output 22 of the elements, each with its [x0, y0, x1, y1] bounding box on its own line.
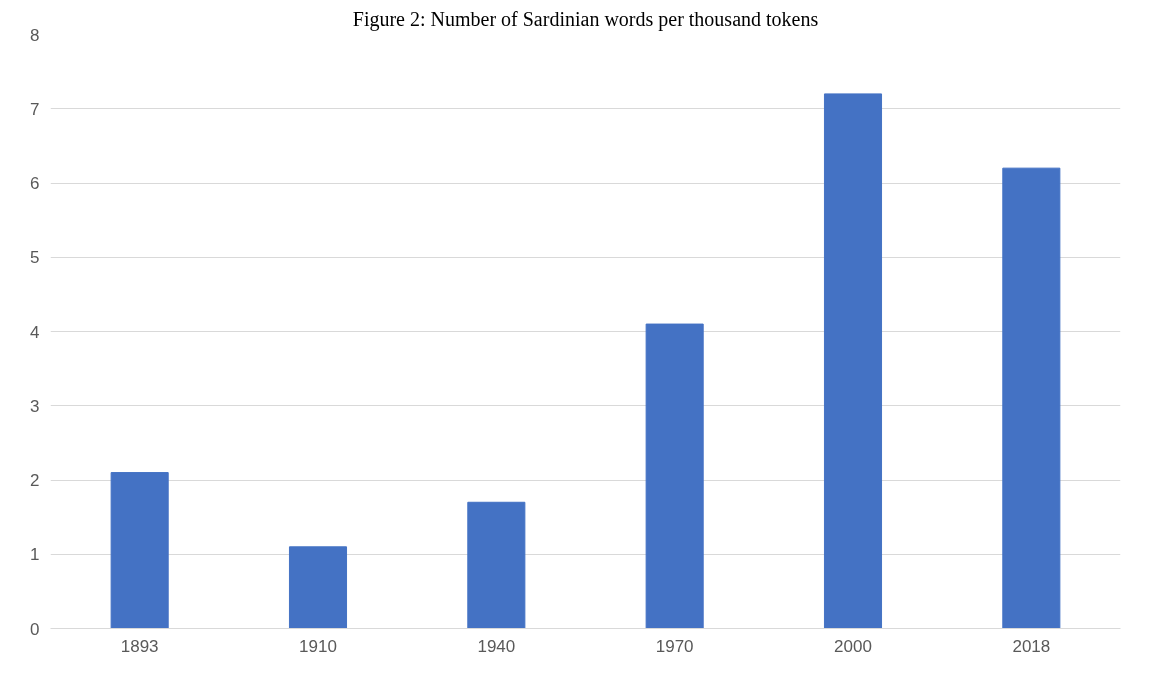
- bar: [467, 501, 526, 629]
- bar: [110, 472, 169, 629]
- bar: [1002, 167, 1061, 629]
- y-tick-label: 3: [30, 396, 40, 416]
- x-tick-label: 1940: [477, 636, 516, 656]
- x-tick-label: 2000: [834, 636, 872, 656]
- y-tick-label: 2: [30, 471, 40, 490]
- x-tick-label: 1970: [655, 636, 694, 656]
- y-tick-label: 6: [30, 174, 40, 193]
- x-tick-label: 1893: [120, 636, 159, 656]
- y-tick-label: 1: [30, 545, 40, 565]
- x-tick-label: 1910: [299, 636, 337, 656]
- bar: [645, 323, 704, 629]
- bar: [823, 93, 883, 629]
- y-tick-label: 7: [30, 99, 40, 119]
- x-tick-label: 2018: [1012, 636, 1051, 656]
- chart-title: Figure 2: Number of Sardinian words per thousand tokens: [352, 7, 819, 31]
- y-tick-label: 4: [30, 322, 40, 342]
- y-tick-label: 0: [30, 619, 40, 639]
- y-tick-label: 8: [30, 25, 40, 45]
- y-tick-label: 5: [30, 248, 40, 268]
- bar: [288, 546, 348, 629]
